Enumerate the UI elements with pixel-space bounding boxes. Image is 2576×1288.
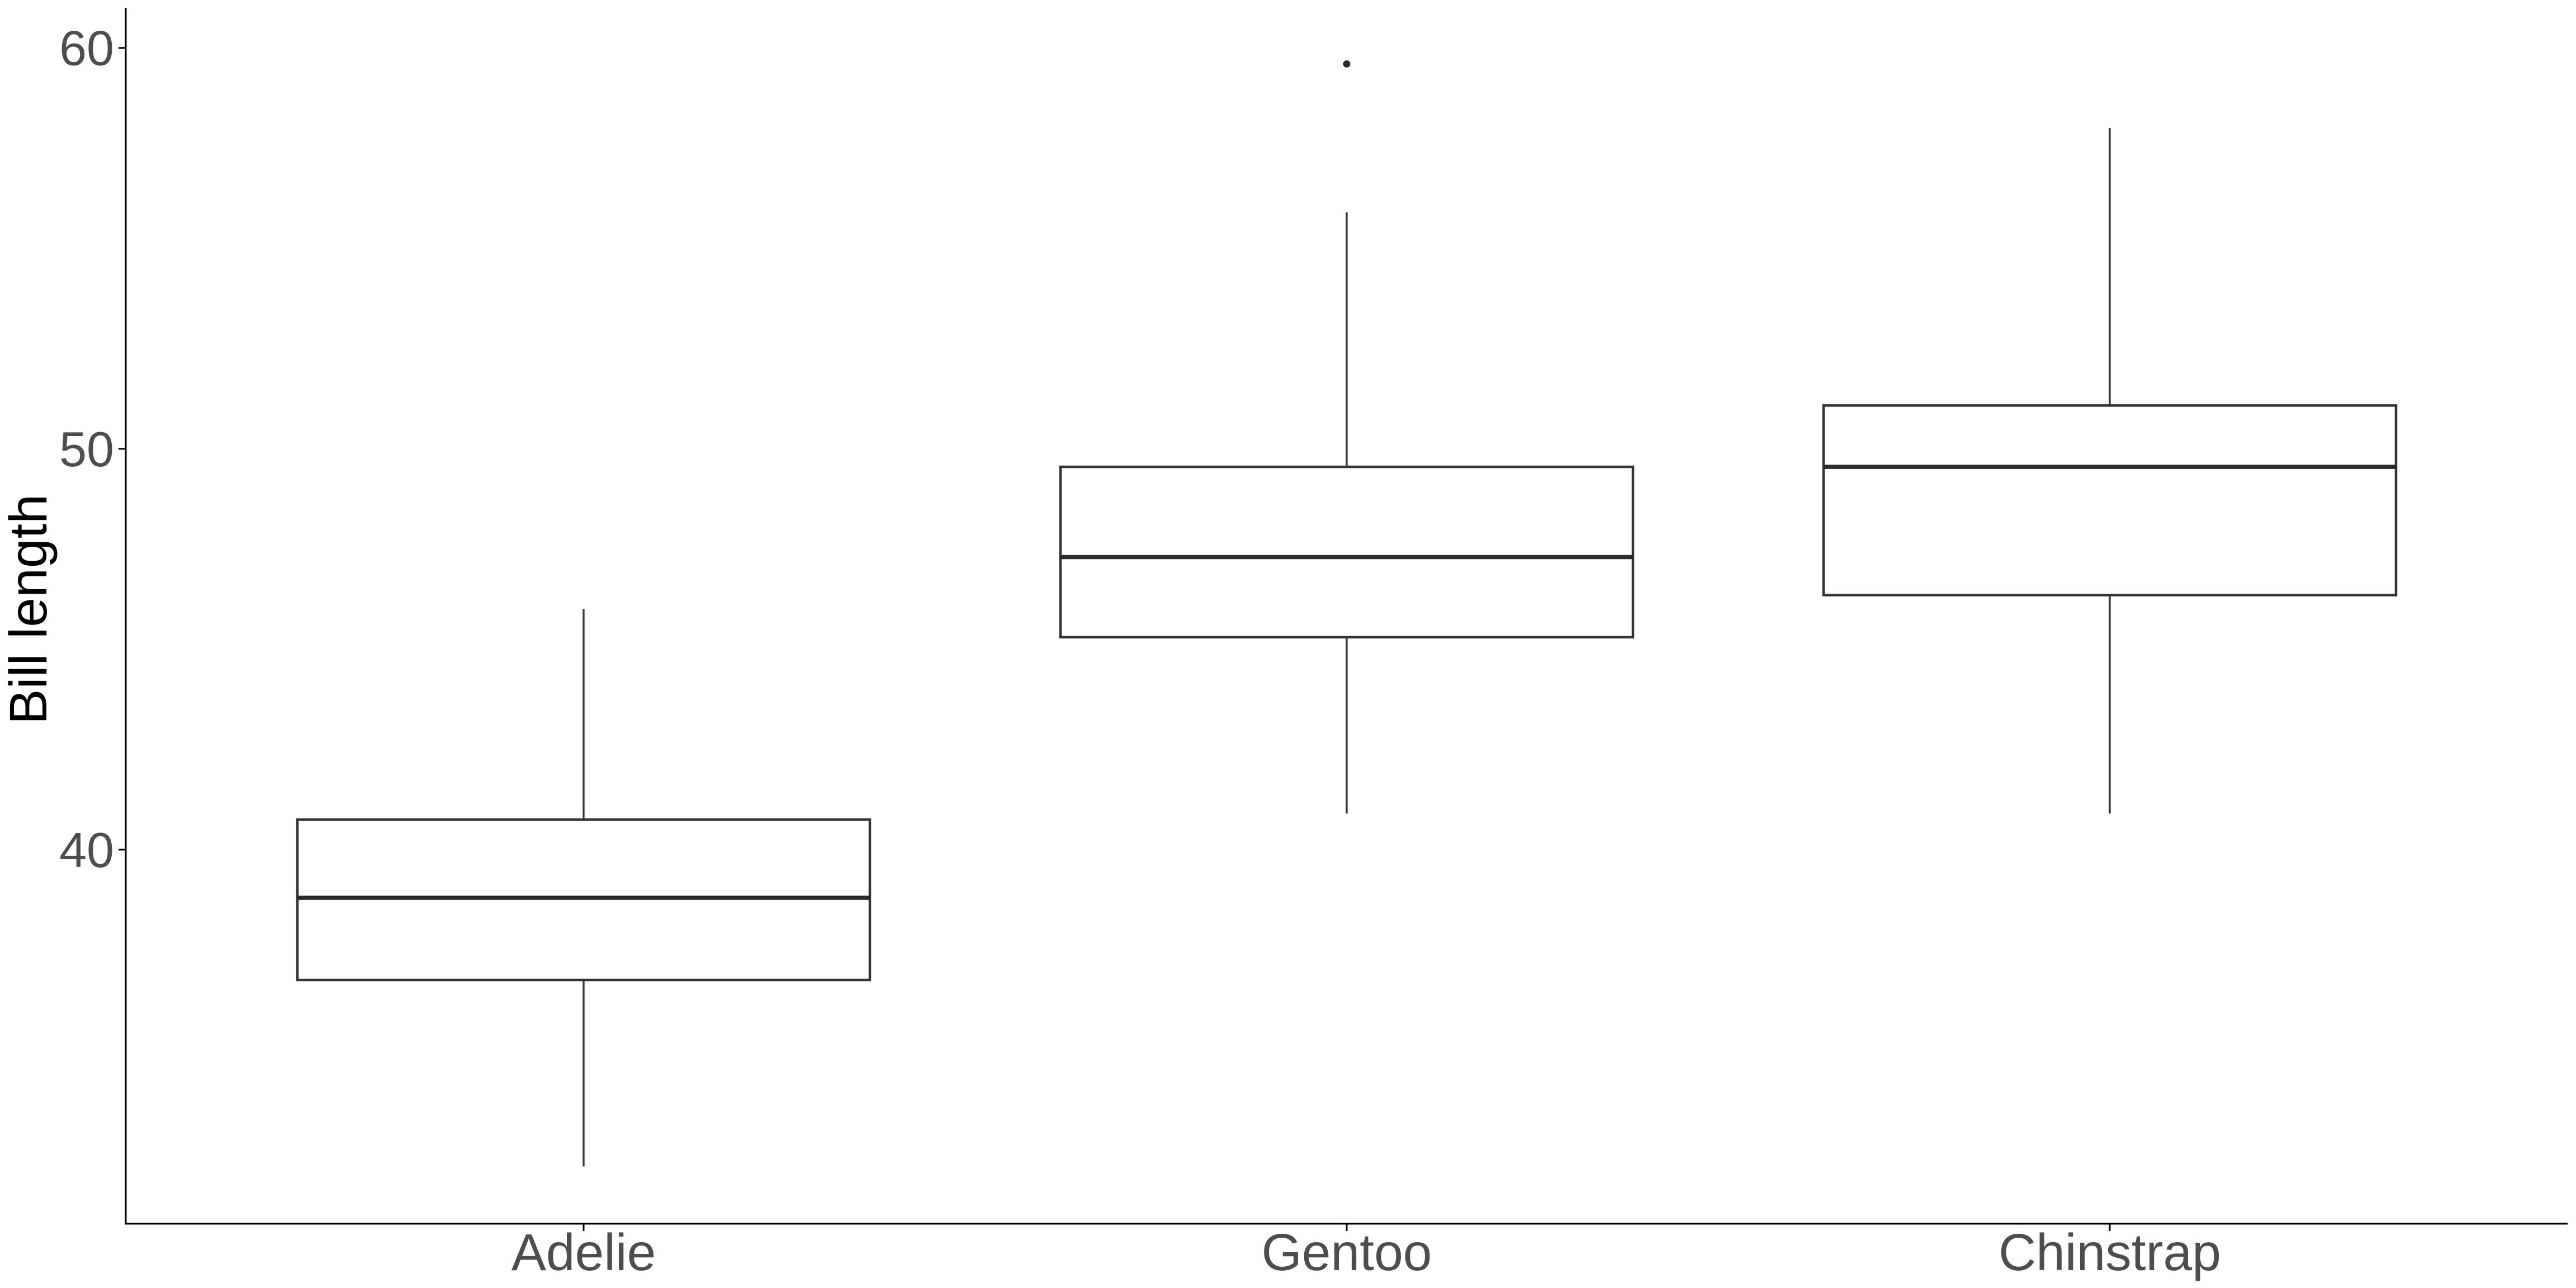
y-axis-title: Bill length xyxy=(0,494,58,724)
iqr-box xyxy=(1822,404,2398,596)
y-tick-label-50: 50 xyxy=(59,422,114,477)
y-tick-label-40: 40 xyxy=(59,822,114,878)
x-tick-label-gentoo: Gentoo xyxy=(1261,1223,1432,1281)
iqr-box xyxy=(1059,465,1635,639)
box-gentoo xyxy=(1059,60,1635,814)
x-tick-label-adelie: Adelie xyxy=(512,1223,656,1281)
tick-marks-layer xyxy=(119,47,2111,1231)
boxes-layer xyxy=(296,60,2398,1167)
outlier-point xyxy=(1343,60,1351,68)
x-tick-label-chinstrap: Chinstrap xyxy=(1999,1223,2221,1281)
y-tick-label-60: 60 xyxy=(59,21,114,76)
box-chinstrap xyxy=(1822,128,2398,814)
box-adelie xyxy=(296,609,872,1167)
